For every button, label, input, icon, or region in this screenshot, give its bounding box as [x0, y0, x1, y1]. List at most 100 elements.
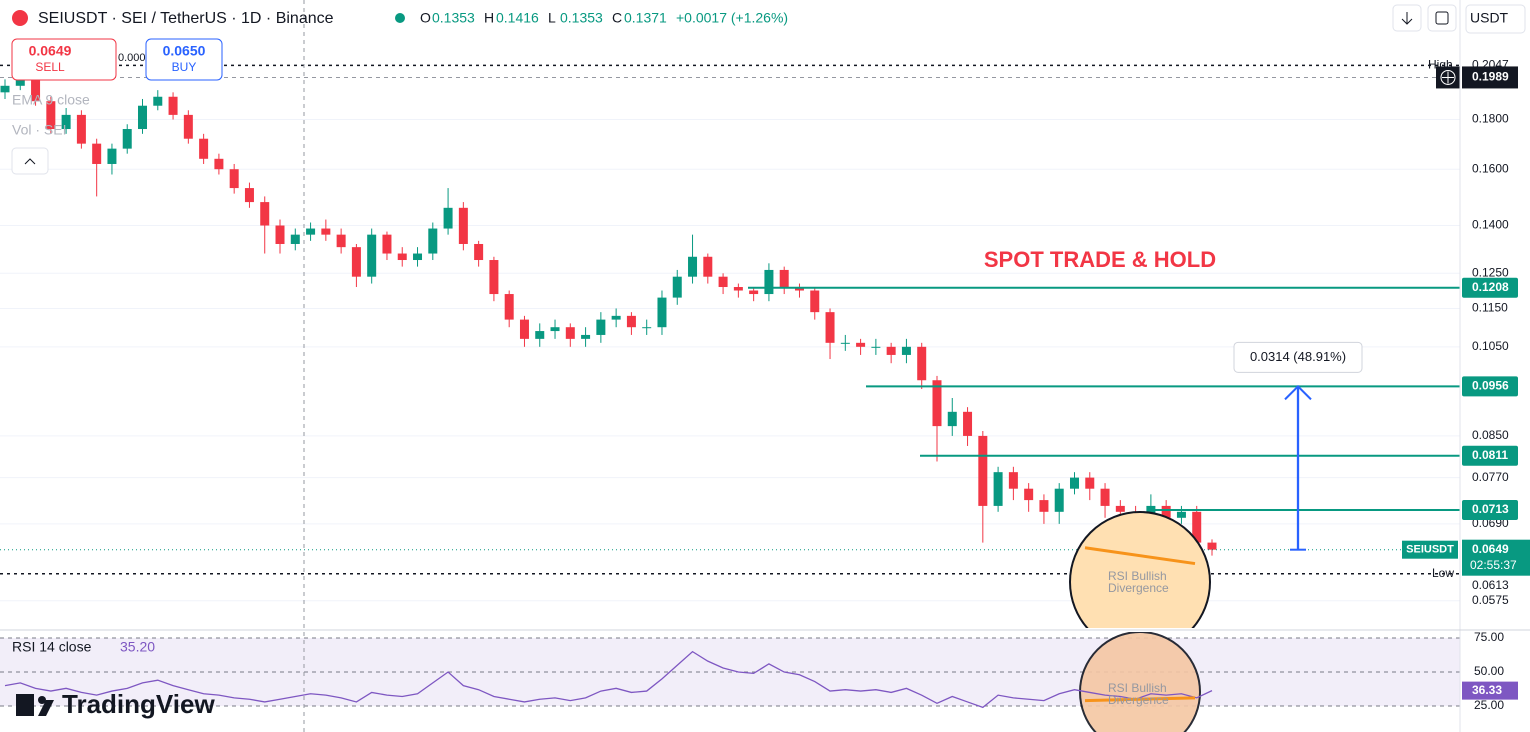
logo-text: TradingView	[62, 689, 215, 719]
y-tick-label: 0.1600	[1472, 161, 1509, 175]
ohlc-value: 0.1353	[432, 10, 475, 26]
candle-body	[1192, 511, 1202, 543]
ohlc-label: H	[484, 10, 494, 26]
logo-dot	[38, 696, 46, 704]
candle-body	[31, 77, 41, 102]
candle-body	[703, 256, 713, 277]
sell-button[interactable]	[11, 38, 117, 81]
candle-body	[856, 342, 866, 347]
candle-body	[779, 269, 789, 288]
collapse-button[interactable]	[11, 147, 49, 175]
annotation: SPOT TRADE & HOLD	[984, 247, 1216, 272]
crosshair-add-ring	[1440, 69, 1456, 85]
ema-legend: EMA 9 close	[12, 92, 90, 108]
candle-body	[1085, 477, 1095, 489]
y-tick-label: 0.1250	[1472, 265, 1509, 279]
candle-body	[214, 158, 224, 170]
divergence-label: Divergence	[1108, 581, 1169, 595]
fullscreen-button[interactable]	[1427, 4, 1457, 32]
candle-body	[15, 77, 25, 86]
ohlc-label: C	[612, 10, 622, 26]
candle-body	[1176, 511, 1186, 518]
candle-body	[428, 228, 438, 254]
candle-body	[947, 411, 957, 427]
divergence-label: RSI Bullish	[1108, 569, 1167, 583]
candle-body	[519, 319, 529, 339]
level-label-box	[1462, 445, 1518, 466]
level-label-box	[1462, 277, 1518, 298]
candle-body	[1024, 488, 1034, 501]
candle-body	[642, 327, 652, 329]
buy-button[interactable]	[145, 38, 223, 81]
currency: USDT	[1470, 10, 1509, 26]
candle-body	[1207, 542, 1217, 550]
low_marker-label: Low	[1432, 566, 1454, 580]
candle-body	[993, 472, 1003, 506]
candle-body	[657, 297, 667, 328]
candle-body	[504, 294, 514, 320]
candle-body	[351, 247, 361, 277]
rsi-legend: RSI 14 close	[12, 639, 92, 655]
rsi-last-box	[1462, 681, 1518, 700]
volume-legend: Vol · SEI	[12, 122, 66, 138]
candle-body	[581, 334, 591, 339]
candle-body	[1039, 500, 1049, 512]
candle-body	[672, 276, 682, 298]
candle-body	[336, 234, 346, 248]
ohlc: O 0.1353 H 0.1416 L 0.1353 C 0.1371	[420, 10, 667, 26]
candle-body	[825, 312, 835, 343]
candle-body	[626, 315, 636, 328]
level-label: 0.0811	[1472, 448, 1508, 462]
candle-body	[886, 346, 896, 355]
candle-body	[229, 169, 239, 189]
rsi-tick-label: 25.00	[1474, 698, 1504, 712]
last-symbol: SEIUSDT	[1406, 544, 1454, 556]
rsi-last-value: 36.33	[1472, 683, 1502, 697]
fullscreen-icon	[1435, 11, 1449, 25]
change: +0.0017 (+1.26%)	[676, 10, 788, 26]
currency-button[interactable]	[1465, 4, 1526, 34]
candle-body	[458, 207, 468, 244]
candle-body	[443, 207, 453, 229]
symbol: SEIUSDT · SEI / TetherUS · 1D · Binance	[38, 10, 334, 27]
level-label: 0.1208	[1472, 280, 1509, 294]
candle-body	[0, 85, 10, 93]
candle-body	[474, 243, 484, 261]
sell-price: 0.0649	[29, 43, 72, 59]
candle-body	[794, 287, 804, 291]
candle-body	[932, 380, 942, 427]
level-label-box	[1462, 500, 1518, 521]
ohlc-value: 0.1416	[496, 10, 539, 26]
candle-body	[840, 342, 850, 344]
symbol-icon	[12, 10, 28, 26]
sell-label: SELL	[35, 60, 65, 74]
rsi-tick-label: 50.00	[1474, 664, 1504, 678]
candle-body	[489, 260, 499, 295]
candle-body	[122, 129, 132, 149]
spread: 0.0001	[118, 52, 152, 64]
candle-body	[382, 234, 392, 254]
candle-body	[718, 276, 728, 288]
rsi-tick-label: 75.00	[1474, 630, 1504, 644]
logo-mark	[16, 694, 34, 716]
candle-body	[749, 290, 759, 295]
level-label: 0.0713	[1472, 502, 1509, 516]
candle-body	[871, 346, 881, 348]
candle-body	[153, 96, 163, 106]
market-status	[395, 13, 405, 23]
rsi-legend-value: 35.20	[120, 639, 155, 655]
highlight-circle	[1069, 511, 1211, 628]
candle-body	[978, 435, 988, 506]
measure-label-box	[1233, 341, 1363, 373]
candle-body	[917, 346, 927, 381]
crosshair-label: 0.1989	[1472, 70, 1509, 84]
buy-price: 0.0650	[163, 43, 206, 59]
candle-body	[61, 114, 71, 130]
grid	[0, 119, 1460, 602]
collapse-icon	[24, 158, 36, 165]
candle-body	[138, 105, 148, 130]
